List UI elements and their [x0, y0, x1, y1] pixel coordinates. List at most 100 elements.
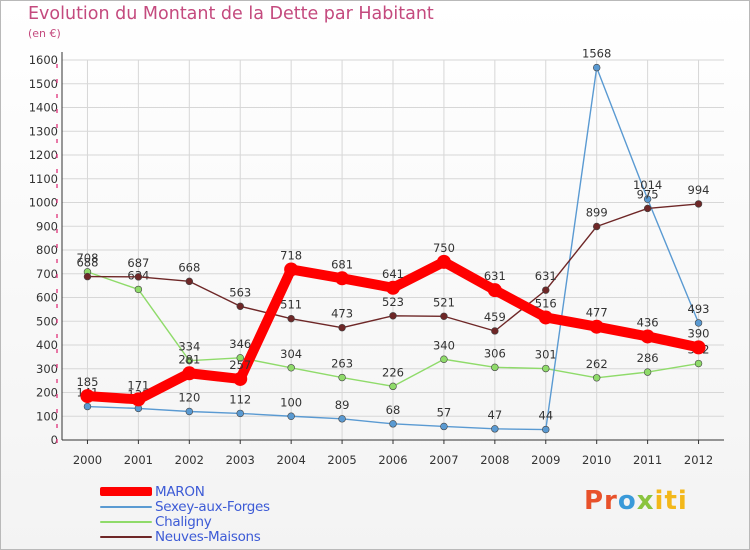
chart-unit: (en €)	[28, 27, 61, 40]
data-point	[491, 327, 499, 335]
data-label: 688	[76, 256, 98, 270]
legend-label: Neuves-Maisons	[155, 528, 261, 545]
data-point	[236, 354, 244, 362]
data-label: 281	[178, 352, 200, 366]
data-point	[338, 323, 346, 332]
data-label: 516	[535, 296, 557, 310]
data-point	[440, 312, 448, 320]
legend-label: Chaligny	[155, 513, 212, 530]
data-label: 436	[637, 315, 659, 329]
data-label: 687	[127, 256, 149, 270]
data-point	[436, 254, 451, 269]
data-label: 262	[586, 357, 608, 371]
data-point	[83, 272, 92, 281]
data-point	[542, 425, 550, 434]
x-tick-label: 2006	[378, 453, 407, 467]
y-tick-label: 900	[36, 219, 58, 233]
legend-swatch	[100, 505, 152, 508]
y-tick-label: 1100	[29, 172, 58, 186]
data-label: 226	[382, 365, 404, 379]
y-tick-label: 800	[36, 243, 58, 257]
data-label: 57	[437, 405, 452, 419]
legend-label: MARON	[155, 483, 205, 500]
data-point	[589, 319, 604, 334]
y-tick-label: 1200	[29, 148, 58, 162]
x-tick-label: 2005	[327, 453, 356, 467]
y-tick-label: 1300	[29, 124, 58, 138]
y-tick-label: 700	[36, 267, 58, 281]
data-point	[691, 340, 706, 355]
data-label: 185	[76, 375, 98, 389]
data-point	[236, 302, 244, 310]
y-tick-label: 400	[36, 338, 58, 352]
x-tick-label: 2001	[124, 453, 153, 467]
x-tick-label: 2011	[633, 453, 662, 467]
data-label: 523	[382, 295, 404, 309]
data-point	[491, 425, 499, 433]
data-label: 493	[688, 302, 710, 316]
x-tick-label: 2010	[582, 453, 611, 467]
data-label: 975	[637, 187, 659, 201]
data-point	[185, 407, 194, 416]
logo-part-1: Pr	[584, 486, 618, 516]
data-point	[694, 319, 703, 327]
data-label: 120	[178, 391, 200, 405]
x-tick-label: 2000	[73, 453, 102, 467]
x-tick-label: 2009	[531, 453, 560, 467]
data-label: 112	[229, 392, 251, 406]
data-point	[185, 356, 194, 365]
data-point	[542, 364, 550, 373]
data-label: 1014	[633, 178, 662, 192]
data-point	[134, 285, 143, 294]
data-label: 44	[538, 409, 553, 423]
data-label: 708	[76, 251, 98, 265]
data-point	[592, 63, 601, 72]
y-tick-label: 0	[51, 433, 58, 447]
data-point	[592, 374, 601, 382]
data-label: 681	[331, 257, 353, 271]
x-tick-label: 2012	[684, 453, 713, 467]
data-point	[236, 409, 244, 418]
data-point	[542, 286, 550, 294]
data-point	[338, 373, 346, 382]
logo-part-2: o	[617, 486, 637, 516]
chart-legend: MARON Sexey-aux-Forges Chaligny Neuves-Mais…	[100, 483, 270, 545]
data-label: 1568	[582, 47, 611, 61]
data-label: 631	[535, 269, 557, 283]
data-label: 334	[178, 340, 200, 354]
data-point	[335, 271, 350, 286]
data-label: 641	[382, 267, 404, 281]
data-label: 306	[484, 346, 506, 360]
x-tick-label: 2008	[480, 453, 509, 467]
data-label: 473	[331, 307, 353, 321]
data-label: 718	[280, 248, 302, 262]
x-tick-label: 2007	[429, 453, 458, 467]
data-point	[287, 364, 295, 372]
chart-title: Evolution du Montant de la Dette par Hab…	[28, 4, 434, 24]
data-point	[131, 392, 146, 407]
data-label: 668	[178, 260, 200, 274]
legend-item: MARON	[100, 483, 270, 500]
legend-label: Sexey-aux-Forges	[155, 498, 270, 515]
legend-swatch	[100, 535, 152, 538]
data-point	[389, 420, 397, 428]
data-point	[440, 355, 448, 363]
data-point	[592, 222, 601, 231]
data-label: 390	[688, 326, 710, 340]
data-point	[643, 368, 652, 376]
logo-part-4: iti	[654, 486, 688, 516]
data-label: 346	[229, 337, 251, 351]
data-label: 994	[688, 183, 710, 197]
data-point	[185, 277, 194, 286]
data-label: 750	[433, 241, 455, 255]
y-tick-label: 1500	[29, 77, 58, 91]
data-point	[694, 200, 703, 208]
data-label: 257	[229, 358, 251, 372]
data-label: 304	[280, 347, 302, 361]
data-label: 100	[280, 395, 302, 409]
data-point	[491, 363, 499, 372]
data-label: 340	[433, 338, 455, 352]
data-point	[487, 283, 502, 298]
